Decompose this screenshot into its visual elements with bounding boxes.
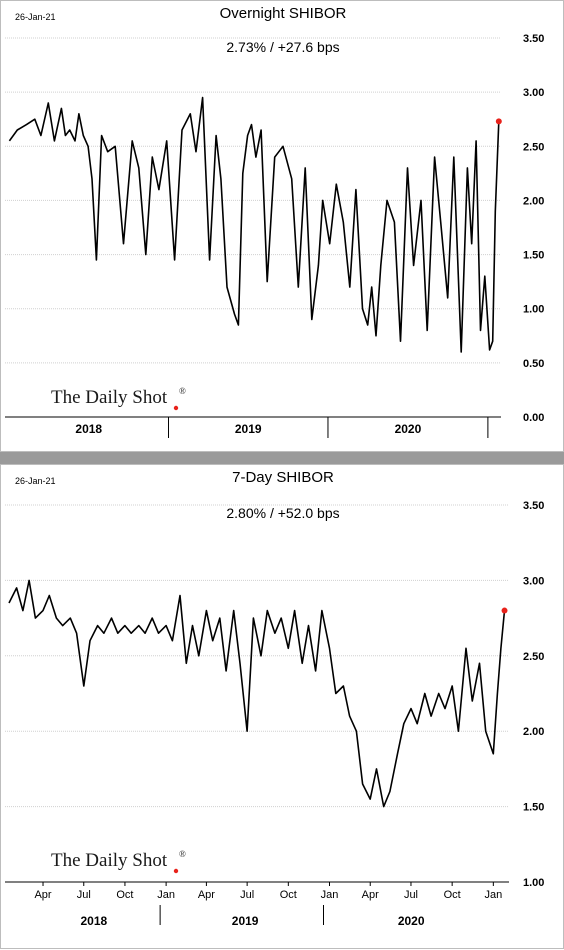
month-label: Apr: [34, 889, 51, 901]
last-value-dot: [495, 118, 502, 125]
year-label: 2018: [80, 914, 107, 928]
y-tick-label: 2.00: [523, 726, 544, 738]
year-label: 2018: [75, 422, 102, 436]
logo-dot: [173, 868, 179, 874]
chart-subtitle: 2.80% / +52.0 bps: [226, 505, 340, 521]
logo-registered-mark: ®: [179, 386, 186, 396]
y-tick-label: 0.50: [523, 358, 544, 370]
chart-title: 7-Day SHIBOR: [232, 469, 334, 486]
overnight-shibor-chart: 0.00 0.50 1.00 1.50 2.00 2.50 3.00 3.50 2018 2019…: [5, 33, 544, 438]
month-label: Jan: [157, 889, 175, 901]
month-label: Apr: [198, 889, 215, 901]
chart-date: 26-Jan-21: [15, 476, 56, 486]
month-label: Jan: [484, 889, 502, 901]
y-tick-label: 1.00: [523, 877, 544, 889]
logo-registered-mark: ®: [179, 849, 186, 859]
y-tick-label: 0.00: [523, 412, 544, 424]
y-tick-label: 3.50: [523, 33, 544, 45]
y-tick-label: 3.00: [523, 87, 544, 99]
chart-date: 26-Jan-21: [15, 12, 56, 22]
month-label: Jul: [240, 889, 254, 901]
seven-day-shibor-chart: 1.00 1.50 2.00 2.50 3.00 3.50 Apr Jul Oct Jan Apr J…: [5, 500, 544, 928]
year-label: 2019: [235, 422, 262, 436]
overnight-shibor-panel: 26-Jan-21 Overnight SHIBOR 2.73% / +27.6…: [0, 0, 564, 452]
month-label: Apr: [362, 889, 379, 901]
logo-dot: [173, 405, 179, 411]
y-tick-label: 3.50: [523, 500, 544, 512]
series-line: [8, 96, 500, 353]
year-label: 2020: [398, 914, 425, 928]
month-label: Oct: [116, 889, 133, 901]
y-tick-label: 1.50: [523, 250, 544, 262]
y-tick-label: 2.50: [523, 651, 544, 663]
month-label: Jul: [77, 889, 91, 901]
logo-text: The Daily Shot: [51, 387, 168, 408]
seven-day-shibor-panel: 26-Jan-21 7-Day SHIBOR 2.80% / +52.0 bps…: [0, 464, 564, 949]
year-label: 2020: [395, 422, 422, 436]
chart-subtitle: 2.73% / +27.6 bps: [226, 39, 340, 55]
month-label: Oct: [280, 889, 297, 901]
series-line: [8, 579, 506, 808]
month-label: Jul: [404, 889, 418, 901]
y-tick-label: 1.50: [523, 802, 544, 814]
y-tick-label: 2.50: [523, 141, 544, 153]
daily-shot-logo: The Daily Shot ®: [51, 849, 186, 874]
daily-shot-logo: The Daily Shot ®: [51, 386, 186, 411]
month-label: Jan: [321, 889, 339, 901]
last-value-dot: [501, 607, 508, 614]
panel-separator: [0, 452, 564, 464]
y-tick-label: 1.00: [523, 304, 544, 316]
month-label: Oct: [444, 889, 461, 901]
y-tick-label: 3.00: [523, 575, 544, 587]
year-label: 2019: [232, 914, 259, 928]
logo-text: The Daily Shot: [51, 850, 168, 871]
chart-title: Overnight SHIBOR: [219, 5, 347, 22]
y-tick-label: 2.00: [523, 195, 544, 207]
